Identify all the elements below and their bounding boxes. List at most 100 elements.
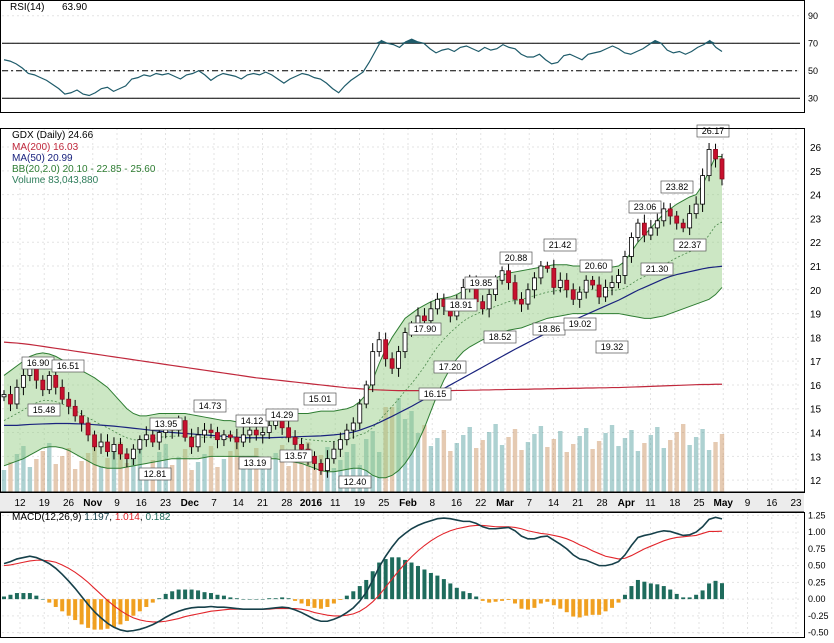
macd-histogram-bar xyxy=(694,594,699,600)
price-tick-label: 21 xyxy=(810,262,822,273)
macd-histogram-bar xyxy=(27,593,32,600)
macd-histogram-bar xyxy=(105,599,110,629)
volume-bar xyxy=(331,468,337,492)
volume-bar xyxy=(441,430,447,492)
volume-bar xyxy=(202,454,207,492)
candle-body xyxy=(616,275,621,284)
candle-body xyxy=(33,367,39,381)
volume-bar xyxy=(299,450,304,492)
macd-histogram-bar xyxy=(642,581,647,600)
volume-bar xyxy=(473,448,479,492)
rsi-panel: 90 70 50 30 xyxy=(2,11,818,103)
price-annotation: 21.30 xyxy=(640,262,674,276)
macd-histogram-bar xyxy=(254,599,259,600)
macd-histogram-bar xyxy=(221,595,226,600)
x-tick-label: 21 xyxy=(572,498,584,509)
price-tick-label: 19 xyxy=(810,310,822,321)
macd-histogram-bar xyxy=(558,599,563,609)
volume-bar xyxy=(680,424,686,492)
macd-histogram-bar xyxy=(124,599,129,621)
annotation-text: 17.20 xyxy=(439,362,462,372)
volume-bar xyxy=(493,424,498,492)
x-tick-label: Dec xyxy=(181,498,200,509)
bollinger-mid-line xyxy=(3,221,723,442)
macd-histogram-bar xyxy=(415,566,420,600)
volume-bar xyxy=(215,467,220,492)
volume-bar xyxy=(687,445,692,492)
macd-histogram-bar xyxy=(493,599,498,602)
candle-body xyxy=(344,429,350,441)
candle-body xyxy=(661,208,667,222)
volume-bar xyxy=(221,459,227,492)
macd-histogram-bar xyxy=(616,599,621,603)
macd-histogram-bar xyxy=(2,596,6,600)
candle-body xyxy=(53,375,59,388)
macd-histogram-bar xyxy=(720,583,724,600)
candle-body xyxy=(325,458,330,471)
price-annotation: 22.37 xyxy=(673,238,707,252)
annotation-text: 20.88 xyxy=(505,253,528,263)
candle-body xyxy=(260,432,266,436)
macd-tick-label: 0.50 xyxy=(808,561,826,571)
volume-bar xyxy=(195,462,201,492)
x-tick-label: 21 xyxy=(257,498,269,509)
x-tick-label: 14 xyxy=(233,498,245,509)
annotation-text: 14.73 xyxy=(199,401,222,411)
price-annotation: 13.57 xyxy=(279,449,313,463)
volume-bar xyxy=(105,458,110,492)
price-annotation: 14.29 xyxy=(265,408,299,422)
volume-bar xyxy=(428,446,434,492)
x-tick-label: 28 xyxy=(281,498,293,509)
macd-histogram-bar xyxy=(435,575,440,600)
price-annotation: 12.40 xyxy=(338,475,372,489)
macd-histogram-bar xyxy=(234,598,239,600)
macd-histogram-bar xyxy=(60,599,65,612)
annotation-text: 19.85 xyxy=(470,278,493,288)
macd-histogram-bar xyxy=(655,584,660,600)
macd-histogram-bar xyxy=(8,594,13,600)
macd-histogram-bar xyxy=(202,592,207,600)
macd-tick-label: 1.25 xyxy=(808,510,826,520)
candle-body xyxy=(124,453,130,460)
price-annotation: 19.02 xyxy=(563,317,597,331)
macd-histogram-bar xyxy=(506,599,511,601)
price-annotation: 20.88 xyxy=(499,251,533,265)
macd-histogram-bar xyxy=(163,593,168,600)
macd-histogram-bar xyxy=(273,598,278,600)
volume-bar xyxy=(519,450,524,492)
macd-histogram-bar xyxy=(267,598,272,600)
price-annotation: 15.48 xyxy=(27,403,61,417)
macd-histogram-bar xyxy=(519,599,524,609)
macd-histogram-bar xyxy=(687,597,692,600)
volume-bar xyxy=(486,432,492,492)
volume-bar xyxy=(700,429,705,492)
x-tick-label: 11 xyxy=(645,498,656,509)
price-annotation: 18.86 xyxy=(532,322,566,336)
volume-bar xyxy=(182,449,188,492)
candle-body xyxy=(648,227,654,236)
candle-body xyxy=(240,434,246,443)
macd-histogram-bar xyxy=(131,599,136,616)
candle-body xyxy=(603,286,608,298)
x-tick-label: May xyxy=(714,498,734,509)
price-annotation: 19.85 xyxy=(464,276,498,290)
x-tick-label: 11 xyxy=(330,498,341,509)
price-tick-label: 13 xyxy=(810,452,822,463)
candle-body xyxy=(674,215,680,224)
macd-histogram-bar xyxy=(622,594,627,600)
annotation-text: 23.82 xyxy=(666,182,689,192)
candle-body xyxy=(202,429,207,436)
candle-body xyxy=(357,403,363,424)
price-tick-label: 25 xyxy=(810,167,822,178)
macd-histogram-bar xyxy=(351,591,356,600)
price-annotation: 19.32 xyxy=(595,340,629,354)
candle-body xyxy=(221,434,227,441)
macd-histogram-bar xyxy=(668,589,673,600)
price-tick-label: 22 xyxy=(810,238,822,249)
price-annotation: 26.17 xyxy=(696,124,730,138)
volume-bar xyxy=(571,444,576,492)
volume-bar xyxy=(668,440,673,492)
x-tick-label: 16 xyxy=(766,498,778,509)
legend-ma200: MA(200) 16.03 xyxy=(12,142,79,153)
candle-body xyxy=(486,294,492,310)
